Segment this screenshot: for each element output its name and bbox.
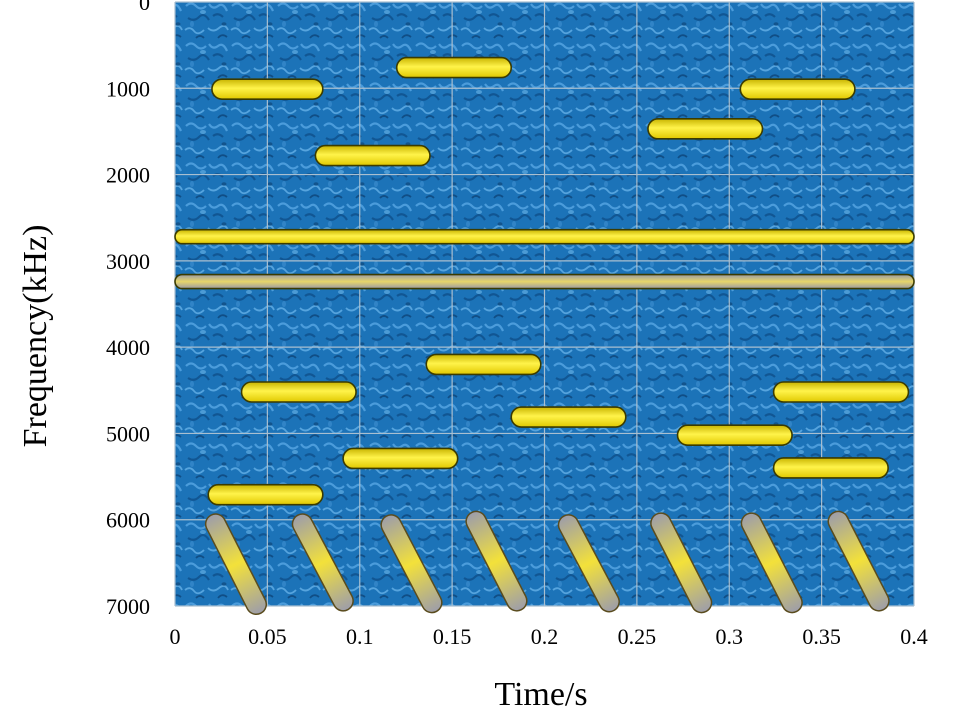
chirp-segment [465, 510, 528, 612]
hopping-tone-bar [240, 381, 357, 403]
y-tick-label: 2000 [106, 163, 150, 188]
x-tick-label: 0.25 [618, 624, 657, 649]
y-tick-label: 3000 [106, 249, 150, 274]
chirp-segment [557, 514, 620, 613]
continuous-tone-bar [174, 273, 915, 290]
hopping-tone-bar [676, 424, 793, 446]
x-tick-label: 0.05 [248, 624, 287, 649]
y-tick-label: 6000 [106, 508, 150, 533]
chirp-bar [465, 510, 528, 612]
chirp-bar [291, 513, 354, 612]
hopping-tone-bar [425, 353, 542, 376]
y-tick-label: 4000 [106, 335, 150, 360]
hopping-tone-bar [207, 483, 324, 506]
signal-segments [174, 56, 915, 616]
hopping-tone-bar [772, 457, 889, 479]
chirp-bar [740, 512, 803, 614]
chirp-segment [740, 512, 803, 614]
y-tick-label: 1000 [106, 76, 150, 101]
y-tick-label: 0 [139, 0, 150, 15]
chirp-bar [557, 514, 620, 613]
hopping-tone-bar [772, 381, 910, 403]
y-tick-label: 7000 [106, 594, 150, 619]
chirp-segment [291, 513, 354, 612]
hopping-tone-bar [314, 144, 431, 167]
chirp-segment [380, 514, 443, 614]
hopping-tone-bar [739, 78, 856, 100]
hopping-tone-bar [395, 56, 513, 79]
x-tick-label: 0.1 [346, 624, 374, 649]
hopping-tone-bar [211, 78, 324, 100]
chirp-segment [650, 512, 713, 614]
chirp-bar [827, 510, 890, 612]
chirp-bar [204, 513, 268, 616]
x-tick-label: 0.3 [716, 624, 744, 649]
x-tick-label: 0.4 [900, 624, 928, 649]
y-tick-labels: 0 1000 2000 3000 4000 5000 6000 7000 [106, 0, 150, 619]
x-axis-label: Time/s [494, 676, 587, 713]
hopping-tone-bar [510, 406, 627, 428]
x-tick-label: 0.15 [433, 624, 472, 649]
x-tick-labels: 0 0.05 0.1 0.15 0.2 0.25 0.3 0.35 0.4 [170, 624, 928, 649]
x-tick-label: 0.35 [802, 624, 841, 649]
x-tick-label: 0.2 [531, 624, 559, 649]
chirp-bar [650, 512, 713, 614]
chirp-bar [380, 514, 443, 614]
chirp-segment [204, 513, 268, 616]
hopping-tone-bar [647, 118, 764, 140]
continuous-tone-bar [174, 228, 915, 245]
y-axis-label: Frequency(kHz) [17, 225, 54, 448]
chirp-segment [827, 510, 890, 612]
x-tick-label: 0 [170, 624, 181, 649]
y-tick-label: 5000 [106, 421, 150, 446]
hopping-tone-bar [342, 447, 459, 470]
